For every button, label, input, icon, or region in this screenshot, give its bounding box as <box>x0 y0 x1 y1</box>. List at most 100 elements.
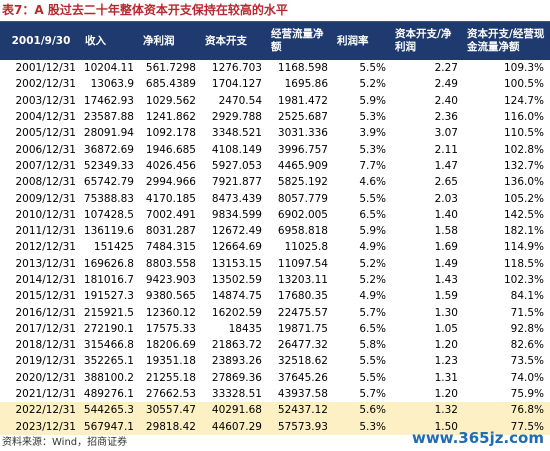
table-cell: 2010/12/31 <box>15 208 76 221</box>
table-cell: 2470.54 <box>218 94 262 107</box>
table-cell: 8803.558 <box>145 257 196 270</box>
table-cell: 1.47 <box>434 159 458 172</box>
table-row: 2019/12/31 352265.1 19351.18 23893.26 32518.… <box>0 353 550 369</box>
table-cell: 2015/12/31 <box>15 290 76 303</box>
table-row: 2004/12/31 23587.88 1241.862 2929.788 2525.6… <box>0 109 550 125</box>
table-cell: 4.9% <box>359 241 386 254</box>
table-cell: 29818.42 <box>140 418 202 435</box>
table-cell: 2020/12/31 <box>15 371 76 384</box>
table-cell: 5.5% <box>359 371 386 384</box>
table-cell: 77.5% <box>464 418 550 435</box>
table-cell: 388100.2 <box>83 371 134 384</box>
table-cell: 71.5% <box>510 306 544 319</box>
table-cell: 107428.5 <box>83 208 134 221</box>
table-cell: 1946.685 <box>145 143 196 156</box>
table-cell: 11097.54 <box>277 257 328 270</box>
table-cell: 1092.178 <box>145 127 196 140</box>
table-cell: 12360.12 <box>145 306 196 319</box>
table-cell: 1.20 <box>434 339 458 352</box>
table-cell: 5.2% <box>359 274 386 286</box>
table-cell: 6.5% <box>359 322 386 335</box>
table: 2001/9/30 收入 净利润 资本开支 经营流量净额 利润率 资本开支/净利润 资本开支/… <box>0 22 550 435</box>
table-cell: 1.31 <box>434 371 458 384</box>
table-cell: 7484.315 <box>145 241 196 254</box>
table-cell: 352265.1 <box>83 355 134 368</box>
table-row: 2005/12/31 28091.94 1092.178 3348.521 3031.3… <box>0 125 550 141</box>
table-cell: 1168.598 <box>277 62 328 75</box>
table-cell: 4.6% <box>359 176 386 189</box>
table-cell: 13502.59 <box>211 274 262 286</box>
table-cell: 2.03 <box>434 192 458 205</box>
table-cell: 2016/12/31 <box>15 306 76 319</box>
table-cell: 2001/12/31 <box>15 62 76 75</box>
table-cell: 215921.5 <box>83 306 134 319</box>
table-cell: 2022/12/31 <box>0 402 82 419</box>
table-cell: 9380.565 <box>145 290 196 303</box>
table-cell: 1241.862 <box>145 111 196 124</box>
table-cell: 57573.93 <box>268 418 334 435</box>
table-row: 2001/12/31 10204.11 561.7298 1276.703 1168.5… <box>0 60 550 76</box>
table-row: 2002/12/31 13063.9 685.4389 1704.127 1695.86… <box>0 76 550 92</box>
header-cell: 收入 <box>82 22 140 60</box>
table-cell: 32518.62 <box>277 355 328 368</box>
table-cell: 2005/12/31 <box>15 127 76 140</box>
table-cell: 151425 <box>93 241 134 254</box>
table-cell: 5.9% <box>359 225 386 238</box>
table-cell: 5.3% <box>359 143 386 156</box>
table-cell: 37645.26 <box>277 371 328 384</box>
table-cell: 73.5% <box>510 355 544 368</box>
table-cell: 74.0% <box>510 371 544 384</box>
table-cell: 17680.35 <box>277 290 328 303</box>
table-cell: 116.0% <box>503 111 544 124</box>
table-cell: 76.8% <box>464 402 550 419</box>
table-cell: 118.5% <box>503 257 544 270</box>
table-cell: 100.5% <box>503 78 544 91</box>
table-cell: 23587.88 <box>83 111 134 124</box>
table-cell: 105.2% <box>503 192 544 205</box>
table-cell: 7.7% <box>359 159 386 172</box>
table-cell: 561.7298 <box>145 62 196 75</box>
table-cell: 2019/12/31 <box>15 355 76 368</box>
table-row: 2008/12/31 65742.79 2994.966 7921.877 5825.1… <box>0 174 550 190</box>
table-row: 2017/12/31 272190.1 17575.33 18435 19871.75 6… <box>0 321 550 337</box>
table-row: 2016/12/31 215921.5 12360.12 16202.59 22475.… <box>0 304 550 320</box>
table-title: 表7：A 股过去二十年整体资本开支保持在较高的水平 <box>0 0 550 22</box>
table-cell: 2008/12/31 <box>15 176 76 189</box>
table-cell: 5.3% <box>334 418 392 435</box>
table-cell: 65742.79 <box>83 176 134 189</box>
table-cell: 1.59 <box>434 290 458 303</box>
table-cell: 28091.94 <box>83 127 134 140</box>
table-cell: 17462.93 <box>83 94 134 107</box>
table-row: 2007/12/31 52349.33 4026.456 5927.053 4465.9… <box>0 158 550 174</box>
table-cell: 9423.903 <box>145 274 196 286</box>
table-cell: 1.58 <box>434 225 458 238</box>
table-cell: 1704.127 <box>211 78 262 91</box>
table-row: 2010/12/31 107428.5 7002.491 9834.599 6902.0… <box>0 207 550 223</box>
table-cell: 2003/12/31 <box>15 94 76 107</box>
table-cell: 5.3% <box>359 111 386 124</box>
table-cell: 13203.11 <box>277 274 328 286</box>
table-cell: 5.2% <box>359 78 386 91</box>
table-cell: 2002/12/31 <box>15 78 76 91</box>
table-cell: 544265.3 <box>82 402 140 419</box>
table-cell: 1.49 <box>434 257 458 270</box>
table-row: 2023/12/31 567947.1 29818.42 44607.29 57573.… <box>0 418 550 435</box>
table-cell: 1276.703 <box>211 62 262 75</box>
table-cell: 5.6% <box>334 402 392 419</box>
header-cell: 2001/9/30 <box>0 22 82 60</box>
table-cell: 7002.491 <box>145 208 196 221</box>
table-cell: 132.7% <box>503 159 544 172</box>
table-cell: 5.8% <box>359 339 386 352</box>
table-cell: 2004/12/31 <box>15 111 76 124</box>
table-cell: 2.65 <box>434 176 458 189</box>
table-cell: 5.7% <box>359 388 386 401</box>
table-row: 2022/12/31 544265.3 30557.47 40291.68 52437.… <box>0 402 550 419</box>
table-cell: 3996.757 <box>277 143 328 156</box>
table-cell: 4.9% <box>359 290 386 303</box>
table-cell: 1.69 <box>434 241 458 254</box>
table-cell: 2021/12/31 <box>15 388 76 401</box>
table-cell: 5.2% <box>359 257 386 270</box>
table-cell: 1.32 <box>392 402 464 419</box>
table-cell: 1.43 <box>434 274 458 286</box>
table-cell: 102.8% <box>503 143 544 156</box>
